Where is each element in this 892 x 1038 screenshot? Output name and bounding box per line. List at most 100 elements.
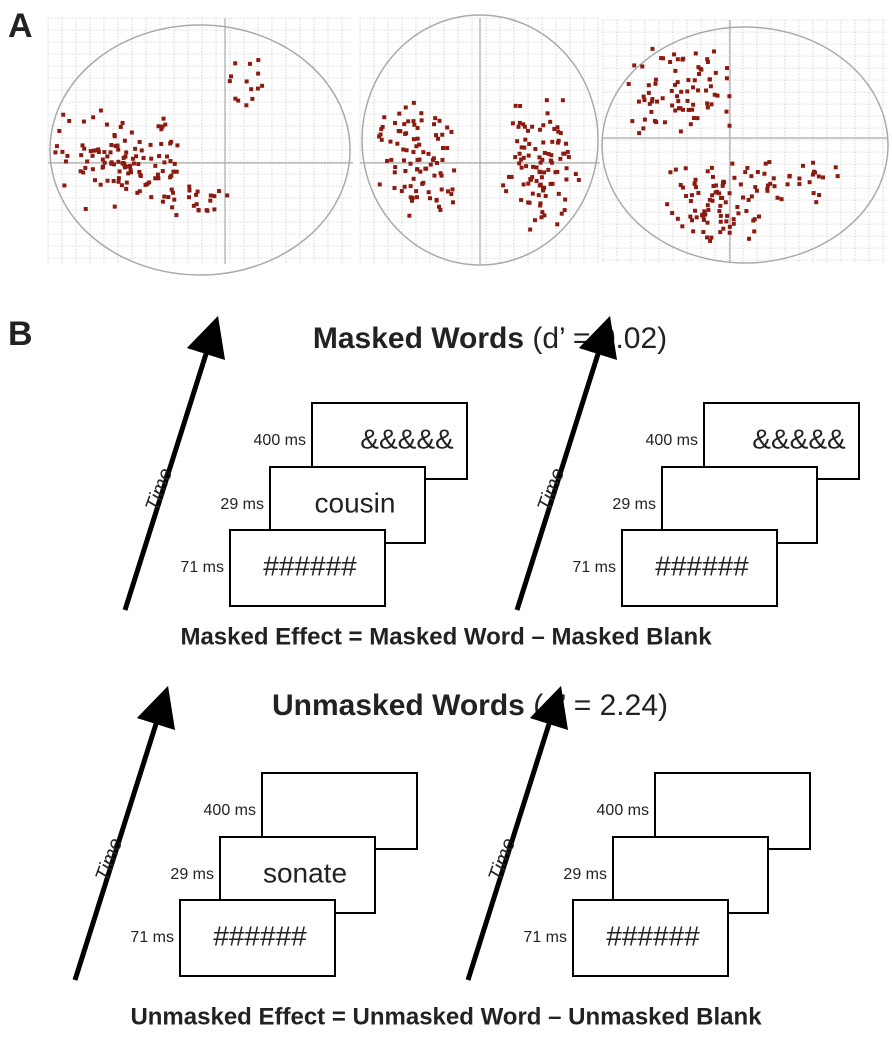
activation-dot [811, 191, 816, 196]
activation-dot [555, 125, 560, 130]
activation-dot [695, 116, 700, 121]
activation-dot [402, 184, 407, 189]
activation-dot [175, 143, 180, 148]
activation-dot [395, 141, 400, 146]
stimulus-frame [229, 529, 386, 607]
activation-dot [439, 173, 444, 178]
activation-dot [779, 197, 784, 202]
activation-dot [655, 99, 660, 104]
activation-dot [504, 189, 509, 194]
activation-dot [255, 86, 260, 91]
activation-dot [753, 185, 758, 190]
activation-dot [415, 126, 420, 131]
activation-dot [519, 157, 524, 162]
activation-dot [415, 167, 420, 172]
activation-dot [236, 98, 241, 103]
activation-dot [555, 222, 560, 227]
activation-dot [765, 188, 770, 193]
activation-dot [650, 99, 655, 104]
activation-dot [439, 187, 444, 192]
activation-dot [710, 174, 715, 179]
activation-dot [126, 171, 131, 176]
activation-dot [550, 181, 555, 186]
activation-dot [556, 191, 561, 196]
activation-dot [65, 153, 70, 158]
activation-dot [542, 213, 547, 218]
stimulus-text: ###### [606, 920, 700, 951]
activation-dot [684, 194, 689, 199]
activation-dot [678, 182, 683, 187]
activation-dot [53, 150, 58, 155]
stimulus-text: ###### [263, 550, 357, 581]
activation-dot [705, 105, 710, 110]
activation-dot [542, 185, 547, 190]
activation-dot [718, 203, 723, 208]
activation-dot [680, 224, 685, 229]
activation-dot [194, 202, 199, 207]
activation-dot [538, 182, 543, 187]
activation-dot [156, 176, 161, 181]
activation-dot [632, 63, 637, 68]
activation-dot [749, 194, 754, 199]
activation-dot [768, 181, 773, 186]
activation-dot [688, 214, 693, 219]
activation-dot [379, 127, 384, 132]
activation-dot [212, 194, 217, 199]
activation-dot [817, 193, 822, 198]
activation-dot [120, 120, 125, 125]
activation-dot [392, 170, 397, 175]
activation-dot [688, 122, 693, 127]
activation-dot [650, 97, 655, 102]
activation-dot [81, 119, 86, 124]
activation-dot [755, 170, 760, 175]
activation-dot [412, 122, 417, 127]
activation-dot [718, 219, 723, 224]
contrast-label: Unmasked Effect = Unmasked Word – Unmask… [130, 1003, 762, 1030]
activation-dot [450, 187, 455, 192]
activation-dot [668, 170, 673, 175]
activation-dot [436, 136, 441, 141]
activation-dot [630, 119, 635, 124]
activation-dot [811, 160, 816, 165]
activation-dot [697, 71, 702, 76]
activation-dot [673, 167, 678, 172]
activation-dot [227, 79, 232, 84]
activation-dot [542, 170, 547, 175]
activation-dot [166, 195, 171, 200]
activation-dot [438, 207, 443, 212]
activation-dot [388, 139, 393, 144]
activation-dot [379, 137, 384, 142]
activation-dot [452, 168, 457, 173]
activation-dot [156, 124, 161, 129]
activation-dot [225, 193, 230, 198]
activation-dot [141, 155, 146, 160]
activation-dot [712, 92, 717, 97]
condition-title: Masked Words (d’ = 0.02) [313, 322, 667, 355]
activation-dot [98, 182, 103, 187]
activation-dot [711, 49, 716, 54]
activation-dot [564, 177, 569, 182]
activation-dot [94, 148, 99, 153]
activation-dot [187, 184, 192, 189]
activation-dot [705, 169, 710, 174]
activation-dot [696, 190, 701, 195]
activation-dot [528, 227, 533, 232]
activation-dot [527, 141, 532, 146]
activation-dot [715, 93, 720, 98]
activation-dot [785, 182, 790, 187]
activation-dot [438, 171, 443, 176]
activation-dot [92, 178, 97, 183]
activation-dot [646, 83, 651, 88]
activation-dot [435, 160, 440, 165]
activation-dot [427, 196, 432, 201]
activation-dot [162, 160, 167, 165]
activation-dot [835, 174, 840, 179]
activation-dot [124, 150, 129, 155]
activation-dot [123, 154, 128, 159]
activation-dot [533, 146, 538, 151]
activation-dot [380, 124, 385, 129]
activation-dot [550, 139, 555, 144]
time-arrow [465, 685, 569, 981]
time-label: Time [533, 465, 569, 514]
stimulus-text: sonate [263, 857, 347, 888]
